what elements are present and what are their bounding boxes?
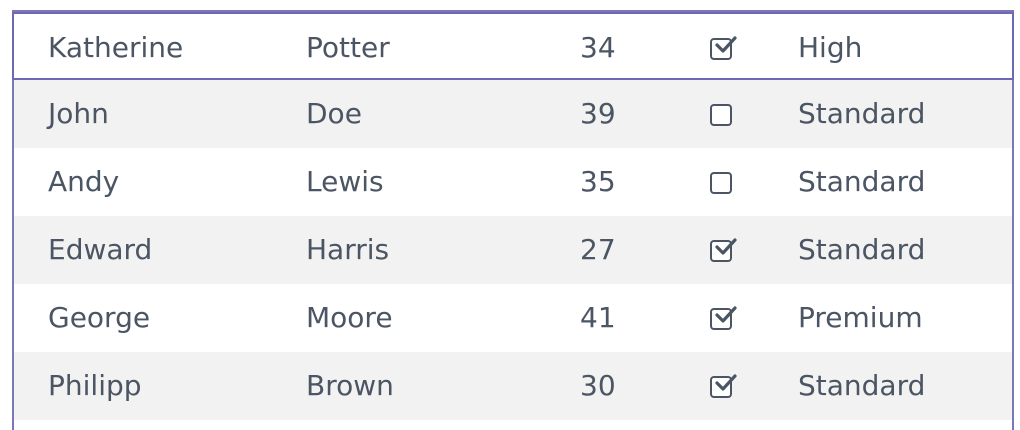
data-grid: Katherine Potter 34 High John Doe 39 Sta… [12, 10, 1014, 430]
first-name-cell[interactable]: Andy [48, 165, 120, 198]
first-name-cell[interactable]: Edward [48, 233, 153, 266]
table-row[interactable]: Katherine Potter 34 High [12, 12, 1014, 80]
checkbox[interactable] [710, 374, 737, 398]
first-name-cell[interactable]: Katherine [48, 31, 184, 64]
checkbox[interactable] [710, 238, 737, 262]
checkbox-cell[interactable] [710, 148, 740, 216]
age-cell[interactable]: 30 [580, 369, 616, 402]
table-row[interactable]: Edward Harris 27 Standard [14, 216, 1012, 284]
last-name-cell[interactable]: Lewis [306, 165, 384, 198]
checkbox[interactable] [710, 104, 732, 126]
checkbox-cell[interactable] [710, 14, 740, 82]
first-name-cell[interactable]: Philipp [48, 369, 142, 402]
check-icon [715, 36, 737, 53]
first-name-cell[interactable]: John [48, 97, 109, 130]
check-icon [715, 374, 737, 391]
age-cell[interactable]: 41 [580, 301, 616, 334]
checkbox[interactable] [710, 36, 737, 60]
checkbox-cell[interactable] [710, 352, 740, 420]
age-cell[interactable]: 35 [580, 165, 616, 198]
last-name-cell[interactable]: Brown [306, 369, 394, 402]
plan-cell[interactable]: Standard [798, 233, 926, 266]
table-row[interactable]: Andy Lewis 35 Standard [14, 148, 1012, 216]
plan-cell[interactable]: Standard [798, 369, 926, 402]
last-name-cell[interactable]: Doe [306, 97, 362, 130]
checkbox[interactable] [710, 306, 737, 330]
checkbox-cell[interactable] [710, 284, 740, 352]
last-name-cell[interactable]: Moore [306, 301, 393, 334]
table-row[interactable]: George Moore 41 Premium [14, 284, 1012, 352]
check-icon [715, 306, 737, 323]
plan-cell[interactable]: Premium [798, 301, 923, 334]
checkbox-cell[interactable] [710, 216, 740, 284]
age-cell[interactable]: 39 [580, 97, 616, 130]
table-row[interactable]: Philipp Brown 30 Standard [14, 352, 1012, 420]
age-cell[interactable]: 34 [580, 31, 616, 64]
plan-cell[interactable]: Standard [798, 165, 926, 198]
plan-cell[interactable]: High [798, 31, 863, 64]
first-name-cell[interactable]: George [48, 301, 151, 334]
age-cell[interactable]: 27 [580, 233, 616, 266]
checkbox-cell[interactable] [710, 80, 740, 148]
plan-cell[interactable]: Standard [798, 97, 926, 130]
checkbox[interactable] [710, 172, 732, 194]
check-icon [715, 238, 737, 255]
last-name-cell[interactable]: Harris [306, 233, 390, 266]
last-name-cell[interactable]: Potter [306, 31, 390, 64]
table-row[interactable]: John Doe 39 Standard [14, 80, 1012, 148]
